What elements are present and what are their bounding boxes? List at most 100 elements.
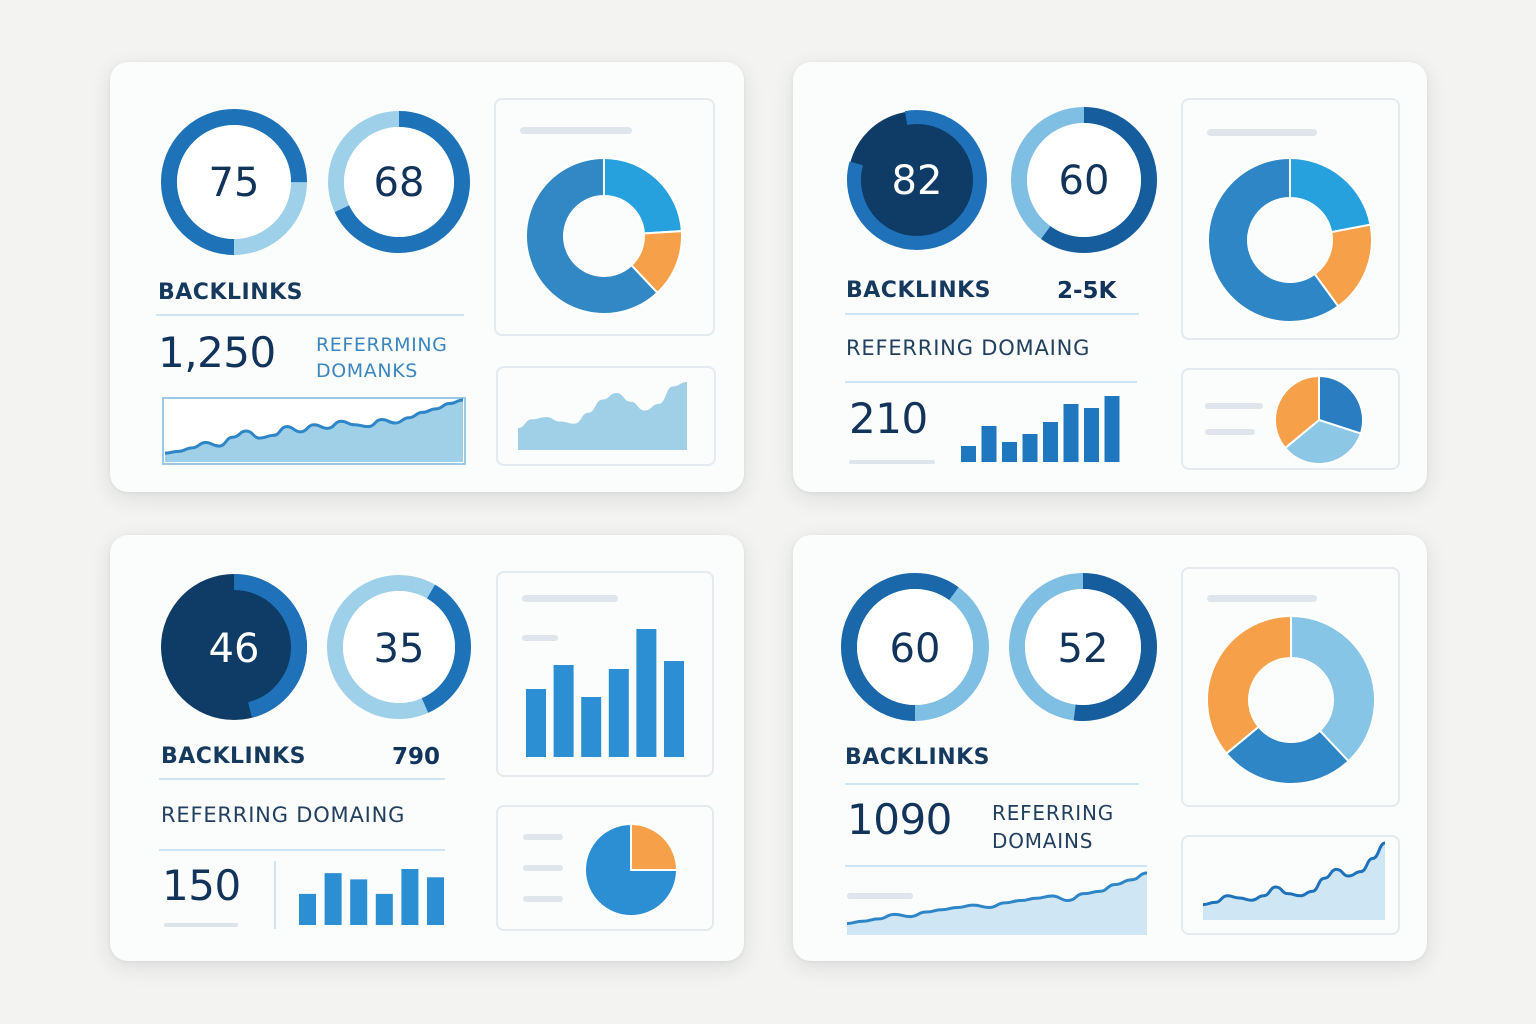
axis-placeholder xyxy=(522,635,558,641)
card2-bar-6 xyxy=(1063,404,1079,462)
backlinks-value: 1090 xyxy=(847,795,952,844)
divider xyxy=(156,314,464,316)
card3-large-bar-1 xyxy=(526,689,546,757)
card2-bar-2 xyxy=(981,426,997,462)
gauge-52-label: 52 xyxy=(1058,626,1109,672)
backlinks-label: BACKLINKS xyxy=(161,744,306,769)
card2-bar-chart xyxy=(961,396,1120,462)
divider xyxy=(159,849,445,851)
card2-pie-slice-3 xyxy=(1274,374,1320,450)
card1-donut-slice-3 xyxy=(525,156,659,315)
legend-placeholder xyxy=(847,893,913,899)
card4-donut-chart xyxy=(1206,595,1376,785)
card3-large-bar-4 xyxy=(608,669,629,757)
gauge-60-label: 60 xyxy=(890,626,941,672)
gauge-60: 60 xyxy=(1011,107,1157,253)
divider xyxy=(159,778,445,780)
panel-title-placeholder xyxy=(522,595,618,602)
card3-pie-chart xyxy=(523,822,679,917)
gauge-46-label: 46 xyxy=(209,626,260,672)
card2-donut-slice-1 xyxy=(1289,156,1372,234)
card2-bar-4 xyxy=(1022,434,1038,462)
gauge-52-arc xyxy=(1009,573,1157,721)
card1-area-series xyxy=(518,382,687,450)
underline-placeholder xyxy=(849,460,935,464)
gauge-35: 35 xyxy=(327,575,471,719)
gauge-35-arc xyxy=(327,575,471,719)
card2-pie-slice-1 xyxy=(1318,374,1364,435)
card1-area-chart xyxy=(518,382,687,450)
backlinks-label: BACKLINKS xyxy=(158,280,303,305)
card3-small-bar-chart xyxy=(299,869,444,925)
card4-gauges: 60 52 xyxy=(841,573,1157,721)
gauge-75-arc xyxy=(161,109,307,255)
gauge-60-arc xyxy=(1011,107,1157,253)
card3-small-bar-5 xyxy=(401,869,419,925)
referring-domains-line1: REFERRING xyxy=(992,801,1115,825)
dashboard-card-1: 75 68 BACKLINKS 1,250 REFERRMING DOMANKS xyxy=(110,62,744,492)
referring-domains-label: REFERRING DOMAING xyxy=(846,336,1091,360)
card3-pie-slice-2 xyxy=(584,822,679,917)
backlinks-label: BACKLINKS xyxy=(845,745,990,770)
card2-bar-1 xyxy=(961,446,976,462)
gauge-82-label: 82 xyxy=(892,158,943,204)
divider xyxy=(845,783,1139,785)
card2-bar-3 xyxy=(1002,442,1017,462)
card2-pie-chart xyxy=(1205,374,1364,465)
referring-domains-line2: DOMANKS xyxy=(316,360,418,382)
gauge-35-label: 35 xyxy=(374,626,425,672)
card4-line-area xyxy=(847,873,1147,935)
card3-large-bar-5 xyxy=(636,629,657,757)
legend-placeholder xyxy=(1205,403,1263,409)
card4-line-series xyxy=(846,871,1148,926)
backlinks-value: 1,250 xyxy=(158,328,276,377)
card2-donut-chart xyxy=(1207,129,1373,323)
card3-small-bar-1 xyxy=(299,893,316,925)
referring-domains-line2: DOMAINS xyxy=(992,829,1094,853)
card2-donut-slice-3 xyxy=(1207,156,1340,323)
panel-title-placeholder xyxy=(1207,595,1317,602)
legend-placeholder xyxy=(523,865,563,871)
divider xyxy=(845,313,1139,315)
card2-bar-8 xyxy=(1104,396,1120,462)
card4-line-chart xyxy=(846,871,1148,935)
dashboard-card-2: 82 60 BACKLINKS 2-5K REFERRING DOMAING 2… xyxy=(793,62,1427,492)
backlinks-value: 2-5K xyxy=(1057,278,1117,304)
card3-gauges: 46 35 xyxy=(161,574,471,720)
card1-donut-chart xyxy=(520,127,683,315)
card3-small-bar-2 xyxy=(324,873,342,925)
referring-domains-line1: REFERRMING xyxy=(316,334,448,356)
card4-donut-slice-2 xyxy=(1224,725,1350,785)
gauge-60-arc xyxy=(841,573,989,721)
referring-domains-value: 150 xyxy=(162,861,241,910)
panel-title-placeholder xyxy=(520,127,632,134)
card1-line-series xyxy=(164,398,464,455)
vertical-divider xyxy=(274,861,276,929)
card3-pie-slice-1 xyxy=(630,822,679,871)
backlinks-value: 790 xyxy=(392,744,441,770)
card4-small-line-area xyxy=(1203,843,1385,920)
backlinks-label: BACKLINKS xyxy=(846,278,991,303)
card3-small-bar-3 xyxy=(350,879,368,925)
gauge-60: 60 xyxy=(841,573,989,721)
legend-placeholder xyxy=(523,834,563,840)
card4-small-line-series xyxy=(1202,841,1386,907)
card3-large-bar-2 xyxy=(553,665,574,757)
card3-small-bar-4 xyxy=(375,893,393,925)
card3-bar-chart xyxy=(522,595,684,757)
gauge-82-arc xyxy=(847,110,987,250)
divider xyxy=(845,381,1137,383)
gauge-75-label: 75 xyxy=(209,160,260,206)
gauge-52: 52 xyxy=(1009,573,1157,721)
gauge-68-label: 68 xyxy=(374,160,425,206)
card2-bar-7 xyxy=(1084,408,1099,462)
dashboard-card-3: 46 35 BACKLINKS 790 REFERRING DOMAING 15… xyxy=(110,535,744,961)
card4-donut-slice-1 xyxy=(1290,614,1376,763)
gauge-46-arc xyxy=(161,574,307,720)
card2-gauges: 82 60 xyxy=(847,107,1157,253)
card3-large-bar-3 xyxy=(581,697,602,757)
gauge-82: 82 xyxy=(847,110,987,250)
panel-title-placeholder xyxy=(1207,129,1317,136)
underline-placeholder xyxy=(164,923,238,927)
card1-line-area xyxy=(165,400,463,462)
